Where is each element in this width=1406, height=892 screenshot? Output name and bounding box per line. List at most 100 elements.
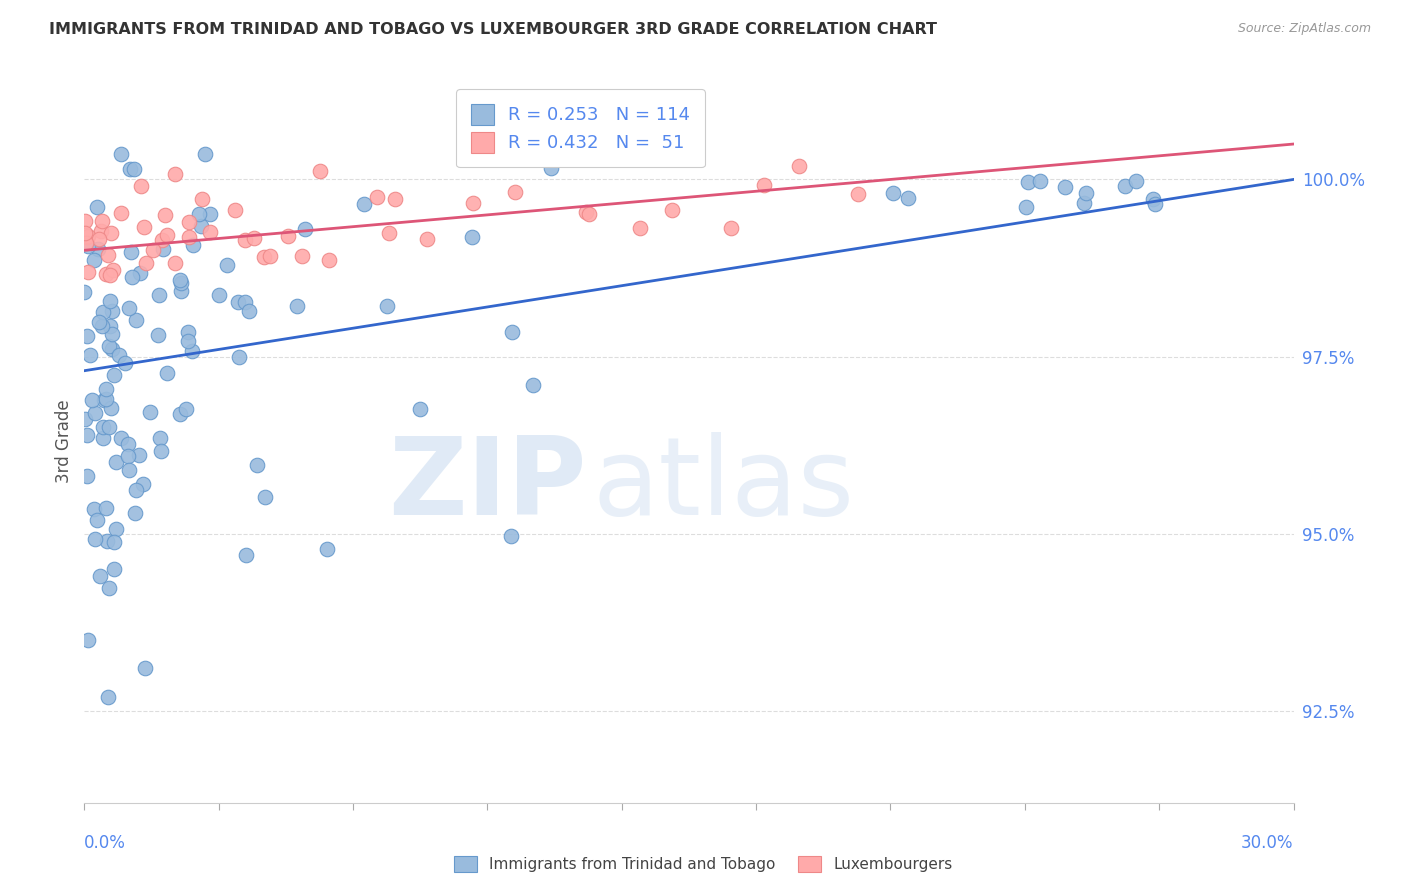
Point [575, 204, 598, 219]
Point [120, 245, 142, 260]
Point [84, 406, 107, 420]
Point [94, 501, 117, 516]
Point [243, 231, 266, 245]
Point [101, 263, 124, 277]
Point [103, 535, 125, 549]
Text: 30.0%: 30.0% [1241, 834, 1294, 852]
Point [114, 356, 136, 370]
Point [149, 444, 172, 458]
Point [316, 541, 339, 556]
Point [170, 276, 193, 290]
Point [153, 208, 176, 222]
Point [170, 285, 193, 299]
Point [165, 256, 187, 270]
Point [190, 219, 212, 234]
Point [752, 178, 775, 192]
Point [100, 327, 122, 342]
Point [215, 258, 238, 272]
Point [134, 661, 156, 675]
Point [149, 431, 172, 445]
Text: IMMIGRANTS FROM TRINIDAD AND TOBAGO VS LUXEMBOURGER 3RD GRADE CORRELATION CHART: IMMIGRANTS FROM TRINIDAD AND TOBAGO VS L… [49, 22, 938, 37]
Point [1142, 192, 1164, 206]
Point [135, 256, 157, 270]
Point [129, 178, 152, 193]
Point [503, 185, 526, 199]
Point [93, 393, 115, 408]
Point [277, 229, 299, 244]
Point [107, 348, 129, 362]
Point [146, 328, 169, 343]
Point [179, 230, 201, 244]
Point [76, 468, 98, 483]
Point [76, 230, 98, 244]
Point [77, 265, 100, 279]
Point [156, 366, 179, 380]
Point [97, 690, 120, 704]
Point [82, 393, 104, 408]
Point [787, 159, 810, 173]
Point [79, 348, 101, 362]
Point [94, 267, 117, 281]
Point [409, 402, 432, 417]
Point [96, 534, 118, 549]
Point [98, 293, 121, 308]
Point [89, 569, 111, 583]
Point [1029, 174, 1052, 188]
Point [540, 161, 562, 175]
Point [461, 196, 484, 211]
Point [100, 226, 122, 240]
Point [73, 226, 96, 240]
Point [128, 449, 150, 463]
Point [125, 313, 148, 327]
Point [103, 562, 125, 576]
Point [181, 344, 204, 359]
Point [1015, 200, 1038, 214]
Text: atlas: atlas [592, 432, 855, 538]
Point [121, 270, 143, 285]
Point [259, 249, 281, 263]
Point [89, 315, 111, 329]
Point [177, 334, 200, 348]
Point [110, 205, 132, 219]
Point [416, 232, 439, 246]
Point [846, 187, 869, 202]
Point [163, 167, 186, 181]
Point [661, 203, 683, 218]
Point [83, 502, 105, 516]
Point [499, 529, 522, 543]
Point [101, 304, 124, 318]
Point [97, 581, 120, 595]
Point [86, 513, 108, 527]
Point [461, 230, 484, 244]
Point [98, 318, 121, 333]
Point [1073, 196, 1095, 211]
Point [224, 203, 246, 218]
Point [134, 219, 156, 234]
Point [91, 420, 114, 434]
Point [226, 295, 249, 310]
Point [375, 299, 398, 313]
Point [1114, 178, 1136, 193]
Point [122, 161, 145, 176]
Point [720, 221, 742, 235]
Point [353, 196, 375, 211]
Point [124, 506, 146, 520]
Point [148, 288, 170, 302]
Point [75, 412, 97, 426]
Point [91, 431, 114, 445]
Point [90, 318, 112, 333]
Point [91, 304, 114, 318]
Point [208, 288, 231, 302]
Point [228, 350, 250, 364]
Point [117, 449, 139, 463]
Point [83, 252, 105, 267]
Point [198, 225, 221, 239]
Point [98, 420, 121, 434]
Point [181, 238, 204, 252]
Point [308, 164, 330, 178]
Point [177, 326, 200, 340]
Point [188, 207, 211, 221]
Point [897, 191, 920, 205]
Point [77, 239, 100, 253]
Point [628, 220, 651, 235]
